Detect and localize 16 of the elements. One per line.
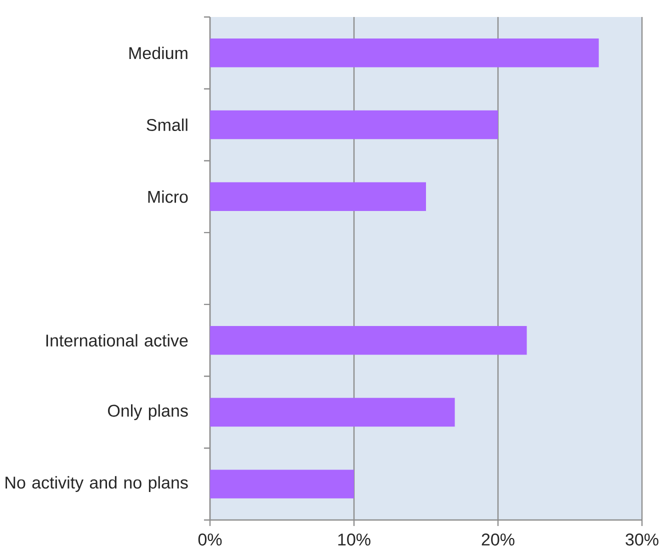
bar: [210, 398, 455, 427]
y-tick-label: Micro: [148, 190, 188, 203]
x-tick-label: 10%: [338, 534, 370, 546]
bar: [210, 470, 354, 498]
y-tick-label: International active: [46, 334, 188, 347]
bar: [210, 38, 599, 68]
y-tick-label: Only plans: [108, 404, 188, 420]
bar: [210, 182, 426, 212]
bar: [210, 326, 527, 355]
y-tick-label: Small: [146, 118, 188, 132]
x-tick-label: 30%: [626, 534, 658, 546]
x-tick-label: 0%: [198, 534, 222, 546]
bar: [210, 110, 498, 140]
x-tick-label: 20%: [482, 534, 514, 546]
y-tick-label: No activity and no plans: [6, 476, 188, 492]
y-tick-label: Medium: [129, 46, 188, 60]
